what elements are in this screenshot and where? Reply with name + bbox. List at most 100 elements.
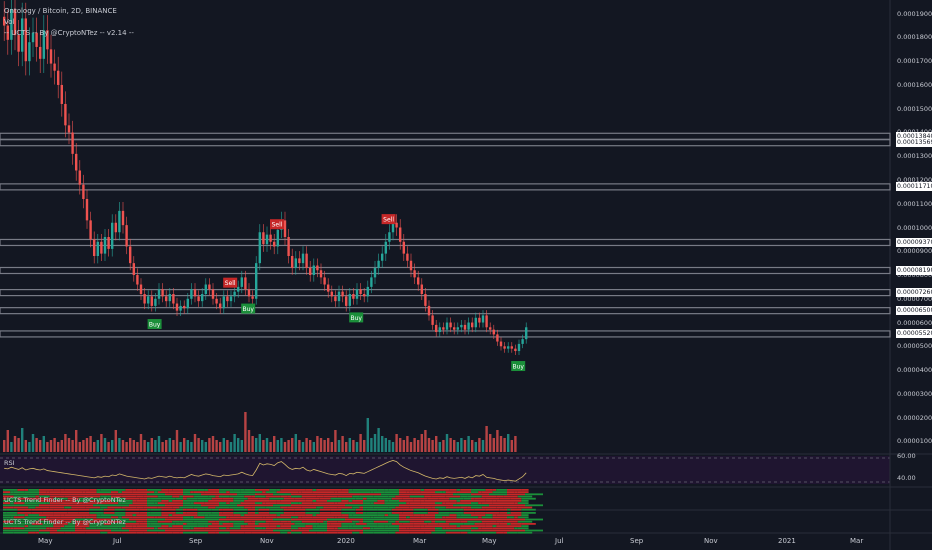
- volume-bar: [366, 418, 369, 452]
- trend-cell: [233, 508, 248, 511]
- trend-cell: [517, 502, 529, 504]
- trend-cell: [481, 527, 493, 530]
- trend-cell: [6, 523, 18, 525]
- trend-cell: [510, 523, 522, 525]
- candle-body: [503, 346, 506, 349]
- candle-body: [132, 263, 135, 276]
- trend-cell: [147, 489, 162, 491]
- trend-cell: [147, 508, 151, 511]
- trend-cell: [42, 508, 54, 511]
- trend-cell: [240, 516, 255, 519]
- candle-body: [510, 346, 513, 349]
- trend-finder-1-label[interactable]: UCTS Trend Finder -- By @CryptoNTez: [4, 496, 126, 504]
- candle-body: [298, 258, 301, 264]
- trend-cell: [64, 506, 72, 509]
- trend-finder-2-label[interactable]: UCTS Trend Finder -- By @CryptoNTez: [4, 518, 126, 526]
- trend-cell: [507, 518, 525, 521]
- trend-cell: [211, 497, 219, 500]
- volume-bar: [103, 438, 107, 452]
- buy-signal-badge[interactable]: [241, 303, 256, 314]
- trend-cell: [157, 506, 173, 509]
- trend-cell: [111, 531, 122, 534]
- volume-bar: [348, 438, 351, 452]
- trend-cell: [305, 525, 313, 527]
- trend-finder-1: [3, 489, 543, 511]
- candle-body: [100, 241, 103, 254]
- trend-cell: [445, 531, 461, 534]
- trend-cell: [6, 512, 18, 514]
- rsi-label[interactable]: RSI: [4, 459, 15, 467]
- trend-cell: [107, 520, 111, 523]
- trend-cell: [503, 520, 507, 523]
- time-tick-label: Mar: [413, 537, 427, 545]
- trend-cell: [96, 525, 101, 527]
- trend-cell: [60, 514, 65, 516]
- volume-bar: [442, 440, 445, 452]
- trend-cell: [125, 489, 133, 491]
- volume-bar: [31, 434, 35, 452]
- volume-bar: [384, 438, 387, 452]
- trend-cell: [147, 523, 151, 525]
- trend-cell: [219, 506, 230, 509]
- trend-cell: [39, 508, 43, 511]
- trend-cell: [276, 525, 281, 527]
- trend-cell: [193, 531, 209, 534]
- trend-cell: [262, 491, 266, 493]
- trend-cell: [75, 500, 90, 502]
- trend-cell: [215, 495, 219, 498]
- trend-cell: [373, 531, 389, 534]
- sell-signal-badge[interactable]: [270, 219, 284, 230]
- buy-signal-badge[interactable]: [349, 312, 364, 323]
- buy-signal-badge[interactable]: [147, 319, 162, 330]
- indicator-legend[interactable]: -- UCTS -- By @CryptoNTez -- v2.14 --: [4, 29, 134, 37]
- candle-body: [215, 298, 218, 304]
- buy-signal-badge[interactable]: [511, 361, 526, 372]
- trend-cell: [399, 527, 407, 530]
- candle-body: [64, 103, 67, 126]
- trend-cell: [147, 506, 158, 509]
- trend-cell: [226, 527, 230, 530]
- candle-body: [294, 258, 297, 268]
- trend-cell: [255, 527, 263, 530]
- trend-cell: [471, 520, 482, 523]
- trend-cell: [75, 489, 90, 491]
- sell-signal-badge[interactable]: [381, 214, 396, 225]
- candle-body: [3, 16, 6, 26]
- trend-cell: [438, 512, 450, 514]
- volume-bar: [186, 440, 189, 452]
- trend-cell: [147, 514, 162, 516]
- trend-cell: [384, 527, 399, 530]
- volume-legend[interactable]: Vol: [4, 18, 15, 26]
- candle-body: [449, 322, 452, 328]
- symbol-title[interactable]: Ontology / Bitcoin, 2D, BINANCE: [4, 7, 117, 15]
- trend-cell: [265, 516, 277, 519]
- trend-cell: [100, 520, 108, 523]
- trend-cell: [204, 500, 209, 502]
- trend-cell: [276, 502, 291, 504]
- candle-body: [186, 298, 189, 309]
- trend-cell: [478, 516, 482, 519]
- trend-cell: [129, 529, 147, 532]
- sell-signal-badge[interactable]: [223, 277, 238, 288]
- volume-bar: [370, 438, 373, 452]
- trend-cell: [39, 504, 57, 507]
- volume-bar: [247, 430, 251, 452]
- trend-cell: [197, 525, 205, 527]
- trend-cell: [309, 493, 327, 496]
- trend-cell: [294, 523, 306, 525]
- trend-cell: [341, 512, 356, 514]
- trend-cell: [3, 514, 18, 516]
- trend-cell: [121, 506, 137, 509]
- trend-cell: [183, 500, 198, 502]
- trend-cell: [39, 527, 47, 530]
- trend-cell: [460, 531, 468, 534]
- trend-cell: [121, 495, 137, 498]
- trend-cell: [100, 506, 108, 509]
- trend-cell: [125, 497, 140, 500]
- volume-bar: [492, 438, 495, 452]
- trend-cell: [67, 497, 75, 500]
- trend-cell: [424, 514, 435, 516]
- trend-cell: [485, 508, 500, 511]
- volume-bar: [499, 436, 503, 452]
